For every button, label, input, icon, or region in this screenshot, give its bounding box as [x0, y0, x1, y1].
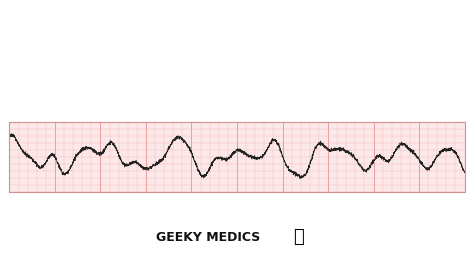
Text: Shockable rhythm: Shockable rhythm	[166, 88, 308, 101]
Text: GEEKY MEDICS: GEEKY MEDICS	[156, 231, 261, 244]
Text: 🧠: 🧠	[293, 228, 304, 246]
Text: Ventricular Fibrillation: Ventricular Fibrillation	[77, 21, 397, 45]
